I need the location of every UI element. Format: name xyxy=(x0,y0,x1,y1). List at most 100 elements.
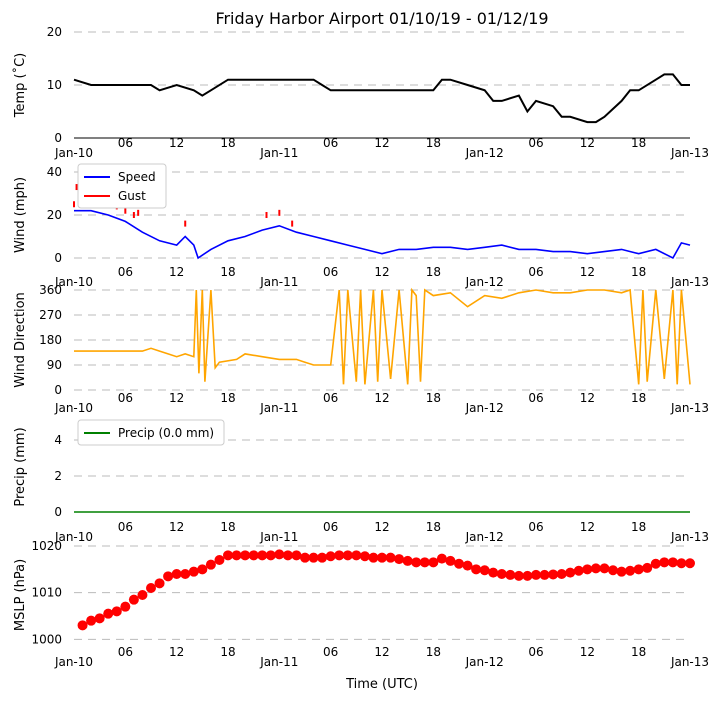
mslp-point xyxy=(411,557,422,568)
y-tick-label: 0 xyxy=(54,383,62,397)
x-tick-label: 12 xyxy=(374,520,389,534)
mslp-point xyxy=(608,565,618,576)
mslp-point xyxy=(616,566,627,577)
panel-2: 0 20 40 Jan-10 06 12 18 Jan-11 06 12 18 Jan-12 06 12 1… xyxy=(13,163,709,289)
mslp-point xyxy=(86,615,97,626)
mslp-point xyxy=(282,550,293,561)
x-tick-label: Jan-10 xyxy=(54,146,93,160)
mslp-point xyxy=(188,566,199,577)
x-tick-label: 12 xyxy=(169,265,184,279)
mslp-point xyxy=(522,570,533,581)
mslp-point xyxy=(103,608,114,619)
mslp-point xyxy=(539,569,550,580)
gust-mark xyxy=(291,220,294,227)
y-tick-label: 0 xyxy=(54,251,62,265)
mslp-point xyxy=(548,569,559,580)
x-tick-label: Jan-11 xyxy=(259,655,298,669)
x-tick-label: 12 xyxy=(580,391,595,405)
mslp-point xyxy=(402,555,413,566)
x-axis-label: Time (UTC) xyxy=(345,677,418,692)
x-tick-label: 12 xyxy=(374,136,389,150)
speed-line xyxy=(74,209,691,260)
mslp-point xyxy=(471,564,482,575)
mslp-point xyxy=(676,558,687,569)
x-tick-label: 18 xyxy=(426,136,441,150)
mslp-point xyxy=(223,550,233,561)
y-axis-label: Temp (˚C) xyxy=(12,53,28,119)
chart-panels: 0 10 20 Jan-10 06 12 18 Jan-11 06 12 18 Jan-12 06 12 1… xyxy=(12,25,709,669)
y-tick-label: 1010 xyxy=(31,586,62,600)
x-tick-label: Jan-10 xyxy=(54,275,93,289)
mslp-point xyxy=(436,553,447,564)
mslp-point xyxy=(479,565,490,576)
mslp-point xyxy=(325,551,336,562)
x-tick-label: Jan-13 xyxy=(670,146,709,160)
mslp-point xyxy=(163,571,174,582)
mslp-point xyxy=(565,567,576,578)
mslp-point xyxy=(625,565,636,576)
x-tick-label: Jan-13 xyxy=(670,275,709,289)
x-tick-label: 18 xyxy=(426,645,441,659)
x-tick-label: 18 xyxy=(220,645,235,659)
mslp-point xyxy=(274,549,285,560)
series-line xyxy=(73,73,690,124)
gust-mark xyxy=(73,201,75,208)
gust-mark xyxy=(124,207,127,214)
mslp-point xyxy=(496,569,507,579)
x-tick-label: Jan-12 xyxy=(465,275,504,289)
mslp-point xyxy=(667,557,678,568)
y-axis-label: Wind Direction xyxy=(13,292,28,388)
x-tick-label: 18 xyxy=(220,265,235,279)
x-tick-label: Jan-11 xyxy=(259,275,298,289)
x-tick-label: 06 xyxy=(118,645,133,659)
gust-mark xyxy=(75,184,78,191)
mslp-point xyxy=(599,563,610,574)
x-tick-label: 12 xyxy=(580,265,595,279)
mslp-point xyxy=(128,594,139,605)
x-tick-label: 12 xyxy=(169,520,184,534)
x-tick-label: 06 xyxy=(323,391,338,405)
y-tick-label: 40 xyxy=(47,165,62,179)
series-line xyxy=(74,287,691,385)
x-tick-label: Jan-11 xyxy=(259,146,298,160)
y-axis-label: Wind (mph) xyxy=(13,177,28,253)
mslp-point xyxy=(308,552,319,563)
x-tick-label: Jan-12 xyxy=(465,655,504,669)
mslp-point xyxy=(394,554,405,565)
mslp-point xyxy=(659,557,670,568)
y-tick-label: 20 xyxy=(47,208,62,222)
mslp-point xyxy=(531,569,541,580)
x-tick-label: 12 xyxy=(169,136,184,150)
y-tick-label: 10 xyxy=(47,78,62,92)
x-tick-label: 18 xyxy=(220,520,235,534)
x-tick-label: Jan-10 xyxy=(54,655,93,669)
x-tick-label: 18 xyxy=(631,645,646,659)
x-tick-label: 12 xyxy=(169,391,184,405)
x-tick-label: 06 xyxy=(323,136,338,150)
mslp-point xyxy=(359,551,370,562)
x-tick-label: 06 xyxy=(118,520,133,534)
x-tick-label: 12 xyxy=(374,391,389,405)
x-tick-label: 06 xyxy=(528,391,543,405)
mslp-point xyxy=(582,564,593,575)
x-tick-label: Jan-12 xyxy=(465,146,504,160)
panel-3: 0 90 180 270 360 Jan-10 06 12 18 Jan-11 06 12 18 Jan-… xyxy=(13,283,709,415)
y-tick-label: 360 xyxy=(39,283,62,297)
mslp-point xyxy=(573,565,584,576)
x-tick-label: 12 xyxy=(580,645,595,659)
y-axis-label: MSLP (hPa) xyxy=(13,559,28,631)
y-tick-label: 180 xyxy=(39,333,62,347)
x-tick-label: Jan-10 xyxy=(54,401,93,415)
x-tick-label: Jan-12 xyxy=(465,530,504,544)
mslp-point xyxy=(205,559,216,570)
x-tick-label: 18 xyxy=(426,520,441,534)
mslp-point xyxy=(351,550,362,561)
x-tick-label: 06 xyxy=(528,136,543,150)
x-tick-label: 06 xyxy=(323,520,338,534)
x-tick-label: 06 xyxy=(323,645,338,659)
mslp-point xyxy=(445,555,456,566)
mslp-point xyxy=(171,569,182,579)
legend-box xyxy=(77,419,225,446)
mslp-point xyxy=(146,583,156,593)
